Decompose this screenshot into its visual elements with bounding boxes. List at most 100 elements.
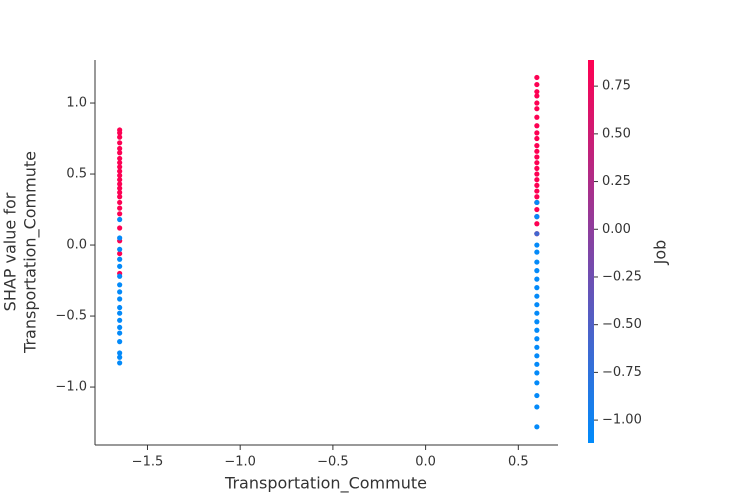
point xyxy=(117,177,123,183)
point xyxy=(534,206,540,213)
point xyxy=(117,310,123,316)
point xyxy=(117,145,123,152)
x-tick-label: 0.5 xyxy=(508,455,529,470)
y-axis-label: Transportation_Commute xyxy=(21,151,41,354)
point xyxy=(534,221,540,227)
point xyxy=(117,225,123,231)
point xyxy=(534,285,540,291)
x-tick-label: −1.0 xyxy=(224,455,256,470)
colorbar-label: Job xyxy=(651,240,670,266)
point xyxy=(117,134,123,140)
y-tick-label: −0.5 xyxy=(55,309,87,324)
point xyxy=(117,164,123,170)
point xyxy=(117,304,123,311)
colorbar-tick-label: 0.50 xyxy=(602,126,631,141)
point xyxy=(117,339,123,345)
point xyxy=(534,81,540,88)
point xyxy=(534,353,540,359)
point xyxy=(534,135,540,142)
y-tick-label: 0.0 xyxy=(66,238,87,253)
point xyxy=(534,199,540,206)
point xyxy=(534,302,540,308)
point xyxy=(534,182,540,188)
point xyxy=(534,188,540,194)
point xyxy=(117,130,123,136)
point xyxy=(534,100,540,106)
point xyxy=(117,189,123,196)
point xyxy=(117,150,123,156)
point xyxy=(534,276,540,282)
point xyxy=(534,392,540,399)
point xyxy=(534,249,540,255)
point xyxy=(534,361,540,367)
point xyxy=(117,324,123,331)
point xyxy=(117,155,123,162)
colorbar xyxy=(588,60,594,443)
y-axis-label: SHAP value for xyxy=(1,192,20,311)
point xyxy=(534,327,540,333)
colorbar-tick-label: −1.00 xyxy=(602,413,642,428)
point xyxy=(117,246,123,252)
point xyxy=(534,154,540,160)
point xyxy=(534,242,540,248)
point xyxy=(117,140,123,146)
x-tick-label: −1.5 xyxy=(132,455,164,470)
point xyxy=(534,336,540,342)
y-tick-label: 1.0 xyxy=(66,96,87,111)
x-tick-label: −0.5 xyxy=(317,455,349,470)
point xyxy=(117,273,123,279)
point xyxy=(534,259,540,265)
point xyxy=(534,404,540,410)
point xyxy=(534,171,540,177)
point xyxy=(534,114,540,120)
point xyxy=(534,194,540,200)
point xyxy=(534,130,540,136)
point xyxy=(534,106,540,112)
point xyxy=(117,282,123,288)
colorbar-tick-label: −0.50 xyxy=(602,317,642,332)
point xyxy=(117,205,123,211)
point xyxy=(117,211,123,217)
point xyxy=(534,74,540,81)
point xyxy=(117,350,123,356)
x-axis-label: Transportation_Commute xyxy=(224,474,427,494)
point xyxy=(534,344,540,350)
colorbar-tick-label: −0.75 xyxy=(602,365,642,380)
point xyxy=(534,319,540,325)
point xyxy=(117,168,123,174)
point xyxy=(534,165,540,171)
point xyxy=(117,185,123,191)
point xyxy=(117,289,123,295)
point xyxy=(534,160,540,166)
point xyxy=(117,235,123,241)
point xyxy=(117,256,123,262)
colorbar-tick-label: 0.00 xyxy=(602,222,631,237)
point xyxy=(117,360,123,366)
point xyxy=(117,199,123,206)
point xyxy=(534,370,540,376)
point xyxy=(117,354,123,360)
point xyxy=(534,89,540,95)
colorbar-tick-label: 0.25 xyxy=(602,174,631,189)
point xyxy=(534,123,540,129)
point xyxy=(534,93,540,99)
point xyxy=(534,424,540,430)
point xyxy=(117,263,123,269)
point xyxy=(117,194,123,200)
point xyxy=(534,380,540,386)
colorbar-tick-label: −0.25 xyxy=(602,269,642,284)
point xyxy=(117,172,123,179)
point xyxy=(117,296,123,302)
point xyxy=(534,148,540,154)
point xyxy=(534,310,540,316)
point xyxy=(534,231,540,237)
y-tick-label: 0.5 xyxy=(66,167,87,182)
point xyxy=(117,160,123,166)
y-tick-label: −1.0 xyxy=(55,380,87,395)
point xyxy=(534,214,540,220)
point xyxy=(117,181,123,187)
point xyxy=(117,216,123,223)
point xyxy=(117,250,123,257)
point xyxy=(117,317,123,323)
